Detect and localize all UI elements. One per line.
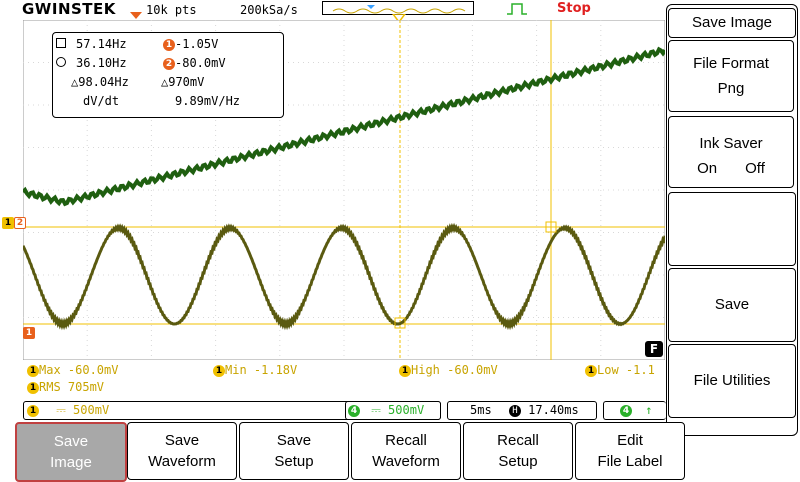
ch4-badge-icon: 4 xyxy=(348,404,360,417)
timebase-status[interactable]: 5ms H 17.40ms xyxy=(447,401,597,420)
softkey-line2: Waveform xyxy=(148,453,216,470)
cursor2-voltage: -80.0mV xyxy=(175,56,226,70)
ch1-badge-icon: 1 xyxy=(27,404,39,417)
softkey-line2: Waveform xyxy=(372,453,440,470)
softkey-line1: Recall xyxy=(497,432,539,449)
trigger-edge-icon xyxy=(507,3,527,15)
memory-bar xyxy=(322,1,474,15)
measure-rms: RMS 705mV xyxy=(39,380,105,394)
trigger-point-icon xyxy=(392,14,406,24)
cursor-intersect-marker xyxy=(545,221,557,233)
cursor1-voltage: -1.05V xyxy=(175,37,219,51)
waveform-display xyxy=(23,20,665,360)
ch1-ground-icon: 1 xyxy=(23,326,35,339)
sample-rate: 200kSa/s xyxy=(240,3,298,17)
measure-high: High -60.0mV xyxy=(411,363,498,377)
cursor2-circle-icon xyxy=(56,57,66,67)
cursor1-square-icon xyxy=(56,38,66,48)
brand-logo: GWINSTEK xyxy=(22,0,116,18)
cursor-intersect-marker xyxy=(394,317,406,329)
auto-measurement-bar: 1 Max -60.0mV 1 Min -1.18V 1 High -60.0mV 1… xyxy=(23,360,665,398)
channel-status-bar: 1 ⎓ 500mV 4 ⎓ 500mV 5ms H 17.40ms 4 ↑ xyxy=(23,401,666,420)
ch1-badge-icon: 1 xyxy=(27,364,39,377)
file-format-value: Png xyxy=(717,80,745,97)
softkey-line2: Setup xyxy=(274,453,314,470)
file-format-button[interactable]: File Format Png xyxy=(668,40,794,112)
ch1-marker-icon: 1 xyxy=(2,216,14,229)
ink-saver-on: On xyxy=(697,160,718,177)
delta-frequency: △98.04Hz xyxy=(71,75,129,89)
cursor-measurement-panel: 57.14Hz 1 -1.05V 36.10Hz 2 -80.0mV △98.04H… xyxy=(52,32,284,118)
ch1-badge-icon: 1 xyxy=(213,364,225,377)
measure-min: Min -1.18V xyxy=(225,363,298,377)
softkey-line1: Save xyxy=(53,433,89,450)
ink-saver-label: Ink Saver xyxy=(699,135,763,152)
cursor1-frequency: 57.14Hz xyxy=(76,37,127,51)
ch4-scale: 500mV xyxy=(388,403,425,417)
trigger-status[interactable]: 4 ↑ xyxy=(603,401,666,420)
ch1-waveform xyxy=(23,222,665,331)
softkey-save-image[interactable]: Save Image xyxy=(15,422,127,482)
file-utilities-button[interactable]: File Utilities xyxy=(668,344,796,418)
softkey-line2: Setup xyxy=(498,453,538,470)
slope-value: 9.89mV/Hz xyxy=(175,94,241,108)
rising-edge-icon: ↑ xyxy=(645,403,653,417)
ch1-badge-icon: 1 xyxy=(585,364,597,377)
side-menu: Save Image File Format Png Ink Saver On O… xyxy=(666,4,798,436)
ink-saver-button[interactable]: Ink Saver On Off xyxy=(668,116,794,188)
softkey-recall-waveform[interactable]: Recall Waveform xyxy=(351,422,461,480)
empty-softkey[interactable] xyxy=(668,192,796,266)
horizontal-position-icon: H xyxy=(508,404,521,417)
save-button[interactable]: Save xyxy=(668,268,796,342)
record-length: 10k pts xyxy=(146,3,197,17)
softkey-save-setup[interactable]: Save Setup xyxy=(239,422,349,480)
slope-label: dV/dt xyxy=(83,94,120,108)
softkey-save-waveform[interactable]: Save Waveform xyxy=(127,422,237,480)
softkey-line1: Save xyxy=(276,432,312,449)
ch1-badge-icon: 1 xyxy=(399,364,411,377)
ch1-ground-marker: 1 xyxy=(23,322,35,341)
ch1-scale: 500mV xyxy=(73,403,110,417)
softkey-edit-file-label[interactable]: Edit File Label xyxy=(575,422,685,480)
timebase-value: 5ms xyxy=(470,403,492,417)
softkey-line2: File Label xyxy=(597,453,663,470)
cursor2-frequency: 36.10Hz xyxy=(76,56,127,70)
run-state: Stop xyxy=(557,1,591,16)
horizontal-position: 17.40ms xyxy=(528,403,579,417)
function-indicator-icon: F xyxy=(645,341,663,357)
ch1-coupling: ⎓ xyxy=(56,403,66,417)
trigger-position-marker-icon xyxy=(130,12,142,19)
memory-overview-icon xyxy=(332,5,466,14)
top-status-bar: GWINSTEK 10k pts 200kSa/s Stop xyxy=(0,0,664,24)
ch4-coupling: ⎓ xyxy=(371,403,381,417)
ch4-badge-icon: 4 xyxy=(620,404,632,417)
softkey-line1: Save xyxy=(164,432,200,449)
delta-voltage: △970mV xyxy=(161,75,205,89)
ch4-status[interactable]: 4 ⎓ 500mV xyxy=(345,401,441,420)
ink-saver-off: Off xyxy=(745,160,765,177)
softkey-line1: Recall xyxy=(385,432,427,449)
ch2-badge-icon: 2 xyxy=(163,57,175,70)
ch4-waveform xyxy=(23,46,665,207)
measure-low: Low -1.1 xyxy=(597,363,655,377)
menu-title: Save Image xyxy=(668,8,796,38)
softkey-line2: Image xyxy=(50,454,92,471)
ch2-marker-icon: 2 xyxy=(14,216,26,229)
softkey-recall-setup[interactable]: Recall Setup xyxy=(463,422,573,480)
ch1-badge-icon: 1 xyxy=(27,381,39,394)
ch1-badge-icon: 1 xyxy=(163,38,175,51)
file-format-label: File Format xyxy=(693,55,769,72)
softkey-line1: Edit xyxy=(617,432,643,449)
measure-max: Max -60.0mV xyxy=(39,363,119,377)
